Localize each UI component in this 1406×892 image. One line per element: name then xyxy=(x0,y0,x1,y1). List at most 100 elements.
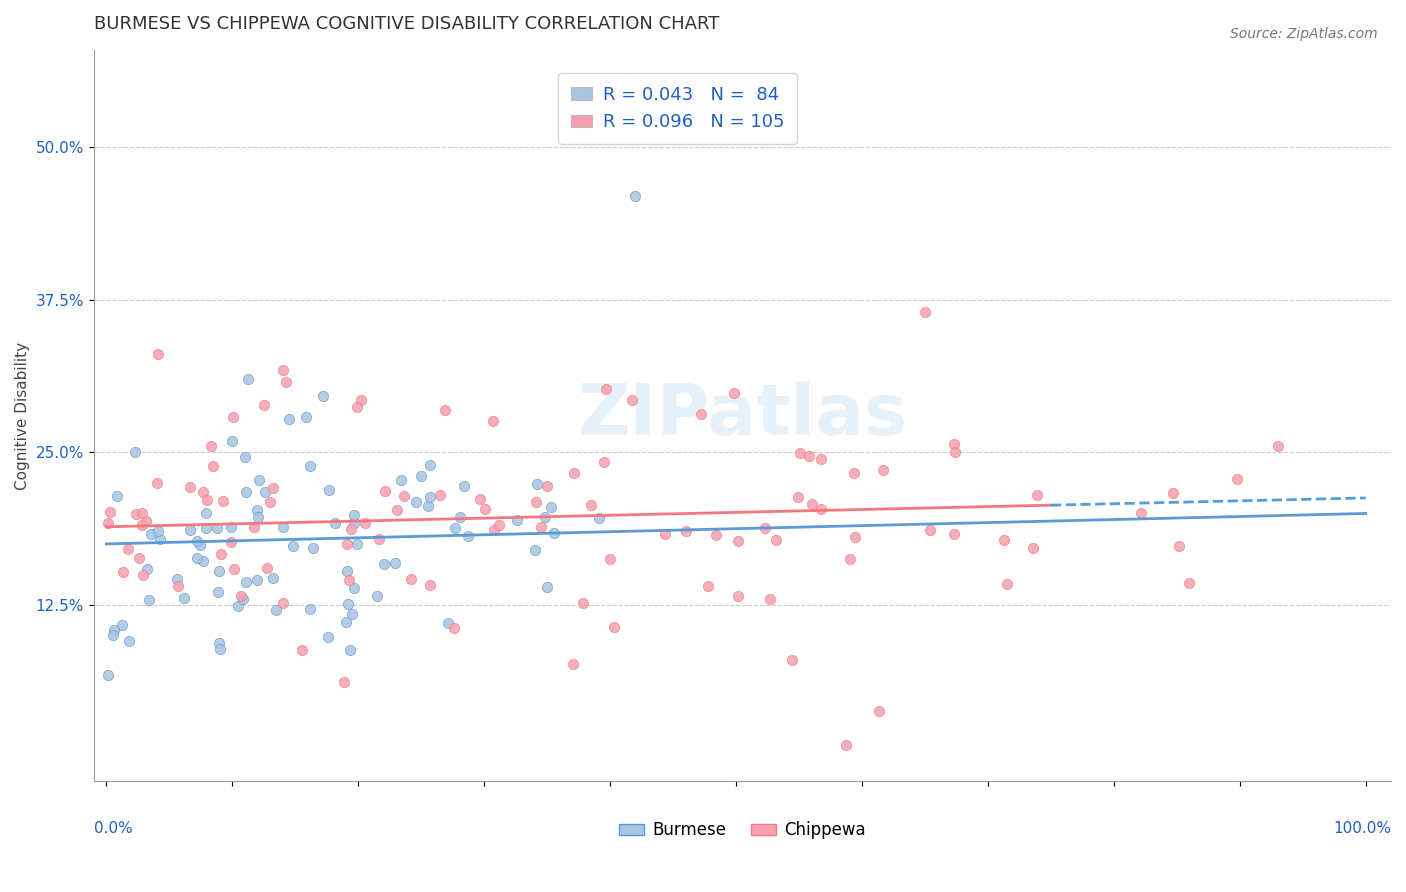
Point xyxy=(256,560,278,574)
Point xyxy=(943,445,966,459)
Point xyxy=(97,668,120,682)
Point xyxy=(266,603,288,617)
Point xyxy=(488,517,510,532)
Point xyxy=(191,485,214,500)
Point xyxy=(139,527,162,541)
Point xyxy=(453,479,475,493)
Text: ZIPatlas: ZIPatlas xyxy=(578,381,907,450)
Point xyxy=(787,491,810,505)
Point xyxy=(367,532,389,546)
Point xyxy=(942,437,965,451)
Point xyxy=(128,551,150,566)
Point xyxy=(754,521,776,535)
Point xyxy=(346,400,368,414)
Point xyxy=(706,528,728,542)
Point xyxy=(146,476,169,491)
Point xyxy=(186,534,208,549)
Point xyxy=(336,537,359,551)
Point xyxy=(117,542,139,557)
Point xyxy=(536,580,558,594)
Legend: R = 0.043   N =  84, R = 0.096   N = 105: R = 0.043 N = 84, R = 0.096 N = 105 xyxy=(558,73,797,144)
Point xyxy=(291,643,314,657)
Point xyxy=(278,411,301,425)
Point xyxy=(481,414,503,428)
Point xyxy=(103,628,125,642)
Point xyxy=(624,189,647,203)
Point xyxy=(524,495,547,509)
Point xyxy=(207,585,229,599)
Point xyxy=(208,564,231,578)
Point xyxy=(392,489,415,503)
Point xyxy=(312,389,335,403)
Point xyxy=(167,579,190,593)
Point xyxy=(271,362,294,376)
Point xyxy=(995,576,1018,591)
Point xyxy=(173,591,195,605)
Point xyxy=(385,503,408,517)
Point xyxy=(675,524,697,538)
Point xyxy=(1161,486,1184,500)
Point xyxy=(298,601,321,615)
Point xyxy=(1267,439,1289,453)
Point xyxy=(253,484,276,499)
Point xyxy=(205,520,228,534)
Point xyxy=(335,615,357,630)
Point xyxy=(533,510,555,524)
Point xyxy=(592,455,614,469)
Point xyxy=(112,566,135,580)
Point xyxy=(340,522,363,536)
Point xyxy=(536,479,558,493)
Point xyxy=(993,533,1015,548)
Point xyxy=(346,537,368,551)
Point xyxy=(337,597,360,611)
Point xyxy=(782,653,804,667)
Point xyxy=(1178,575,1201,590)
Point xyxy=(690,407,713,421)
Point xyxy=(588,511,610,525)
Point xyxy=(350,393,373,408)
Point xyxy=(844,530,866,544)
Point xyxy=(654,526,676,541)
Point xyxy=(262,481,284,495)
Point xyxy=(235,575,257,590)
Point xyxy=(221,434,243,448)
Point xyxy=(247,473,270,487)
Point xyxy=(942,527,965,541)
Point xyxy=(146,524,169,538)
Point xyxy=(135,562,157,576)
Point xyxy=(697,579,720,593)
Point xyxy=(219,535,242,549)
Point xyxy=(259,495,281,509)
Point xyxy=(339,643,361,657)
Point xyxy=(131,507,153,521)
Point xyxy=(318,483,340,497)
Point xyxy=(443,621,465,635)
Point xyxy=(457,529,479,543)
Point xyxy=(810,502,832,516)
Point xyxy=(148,533,170,547)
Point xyxy=(366,590,388,604)
Text: Source: ZipAtlas.com: Source: ZipAtlas.com xyxy=(1230,27,1378,41)
Point xyxy=(166,573,188,587)
Point xyxy=(236,372,259,386)
Point xyxy=(336,564,359,578)
Point xyxy=(384,557,406,571)
Point xyxy=(920,523,942,537)
Point xyxy=(524,543,547,558)
Point xyxy=(482,523,505,537)
Point xyxy=(603,620,626,634)
Point xyxy=(179,523,201,537)
Point xyxy=(353,516,375,530)
Point xyxy=(211,494,233,508)
Point xyxy=(405,495,427,509)
Point xyxy=(323,516,346,530)
Point xyxy=(800,497,823,511)
Point xyxy=(208,636,231,650)
Point xyxy=(186,551,208,566)
Point xyxy=(337,574,360,588)
Point xyxy=(620,392,643,407)
Point xyxy=(579,499,602,513)
Point xyxy=(195,521,218,535)
Point xyxy=(399,573,422,587)
Point xyxy=(195,507,218,521)
